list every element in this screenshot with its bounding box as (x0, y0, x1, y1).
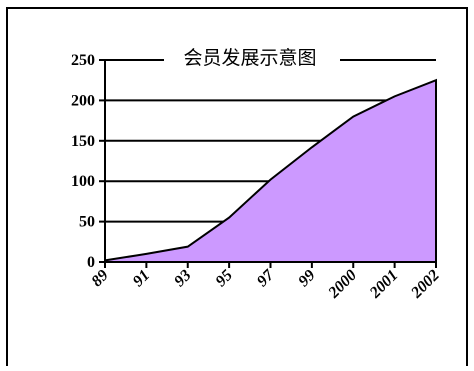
y-tick-label-50: 50 (79, 214, 95, 231)
data-point-2001 (394, 95, 396, 97)
data-point-91 (145, 253, 147, 255)
data-point-93 (187, 246, 189, 248)
data-point-2002 (435, 79, 437, 81)
y-tick-label-250: 250 (71, 52, 95, 69)
y-tick-label-0: 0 (87, 254, 95, 271)
data-point-2000 (352, 116, 354, 118)
data-point-99 (311, 146, 313, 148)
area-fill (105, 80, 436, 262)
y-tick-label-100: 100 (71, 173, 95, 190)
axes (99, 59, 437, 268)
y-tick-label-200: 200 (71, 92, 95, 109)
y-tick-labels: 0 50 100 150 200 250 (71, 52, 95, 271)
data-point-97 (270, 179, 271, 181)
series-line (104, 78, 437, 262)
chart-title-background (164, 44, 340, 70)
chart-title: 会员发展示意图 (183, 47, 316, 69)
y-tick-label-150: 150 (71, 133, 95, 150)
data-point-95 (228, 217, 230, 219)
